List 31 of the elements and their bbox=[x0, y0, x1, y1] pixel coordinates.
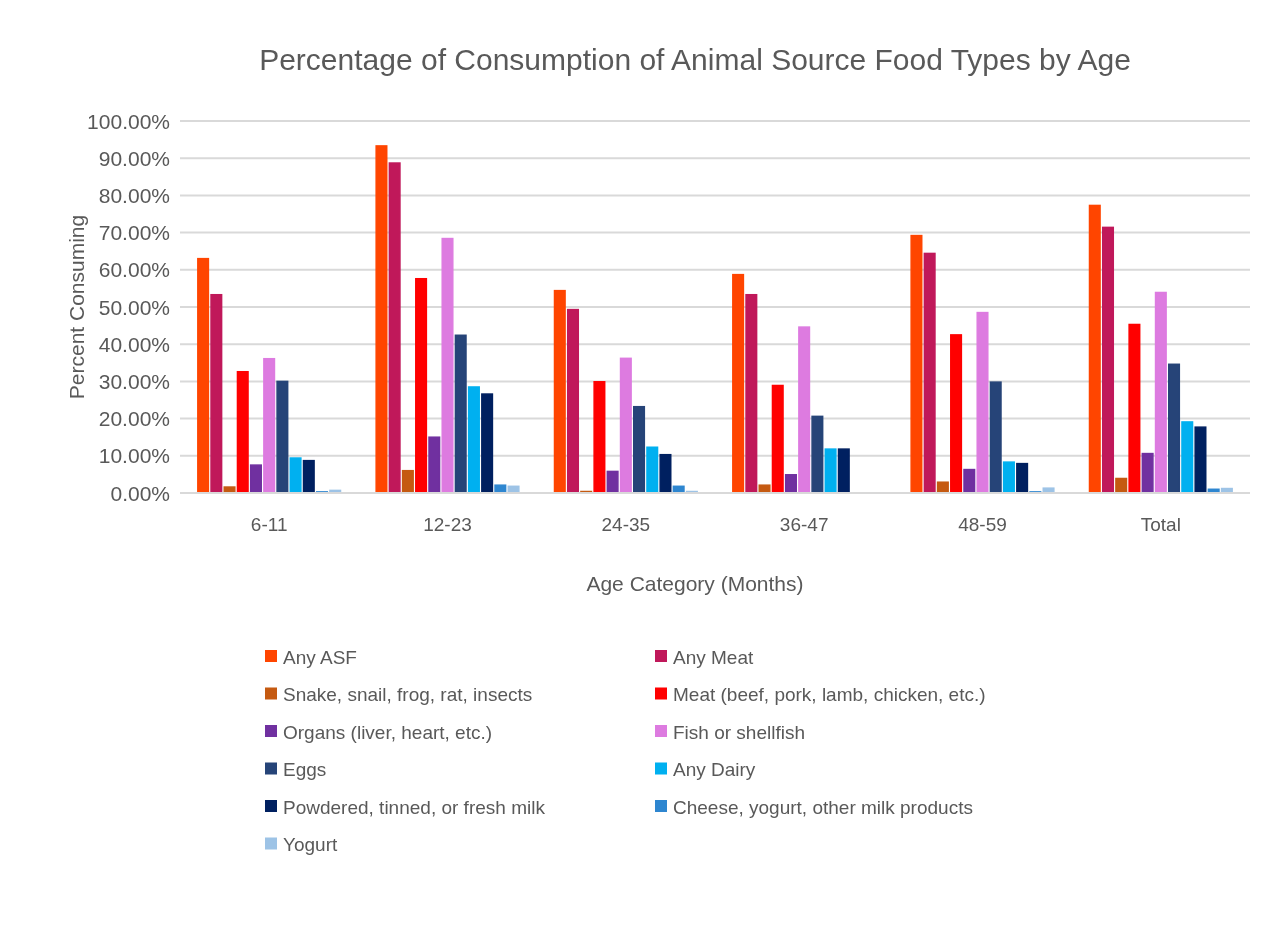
y-tick-label: 0.00% bbox=[110, 481, 170, 505]
y-tick-label: 100.00% bbox=[87, 109, 170, 133]
y-tick-label: 90.00% bbox=[98, 146, 170, 170]
legend-label: Snake, snail, frog, rat, insects bbox=[283, 684, 533, 705]
x-axis-title: Age Category (Months) bbox=[586, 572, 804, 595]
legend-label: Organs (liver, heart, etc.) bbox=[283, 721, 493, 743]
x-tick-label: 6-11 bbox=[250, 514, 288, 535]
y-tick-label: 10.00% bbox=[98, 444, 170, 468]
legend-label: Any ASF bbox=[283, 646, 357, 668]
x-tick-label: 36-47 bbox=[779, 514, 829, 535]
x-tick-label: 48-59 bbox=[958, 514, 1007, 535]
y-tick-label: 40.00% bbox=[98, 332, 170, 356]
legend-label: Fish or shellfish bbox=[673, 721, 805, 743]
legend-label: Meat (beef, pork, lamb, chicken, etc.) bbox=[673, 684, 986, 705]
y-tick-label: 50.00% bbox=[98, 295, 170, 319]
legend-label: Cheese, yogurt, other milk products bbox=[673, 796, 973, 818]
legend-label: Eggs bbox=[283, 759, 327, 780]
y-tick-label: 30.00% bbox=[98, 369, 170, 393]
y-tick-label: 20.00% bbox=[98, 407, 170, 431]
legend-label: Powdered, tinned, or fresh milk bbox=[283, 796, 546, 818]
x-tick-label: 24-35 bbox=[601, 514, 651, 535]
legend-label: Any Meat bbox=[673, 646, 754, 668]
chart-title: Percentage of Consumption of Animal Source Food Types by Age bbox=[259, 43, 1131, 76]
x-tick-label: 12-23 bbox=[423, 514, 472, 535]
y-axis-title: Percent Consuming bbox=[65, 214, 88, 400]
x-tick-label: Total bbox=[1140, 514, 1181, 535]
y-tick-label: 70.00% bbox=[98, 221, 170, 245]
y-tick-label: 60.00% bbox=[98, 258, 170, 282]
y-tick-label: 80.00% bbox=[98, 183, 170, 207]
legend-label: Yogurt bbox=[283, 834, 338, 855]
legend-label: Any Dairy bbox=[673, 759, 756, 780]
